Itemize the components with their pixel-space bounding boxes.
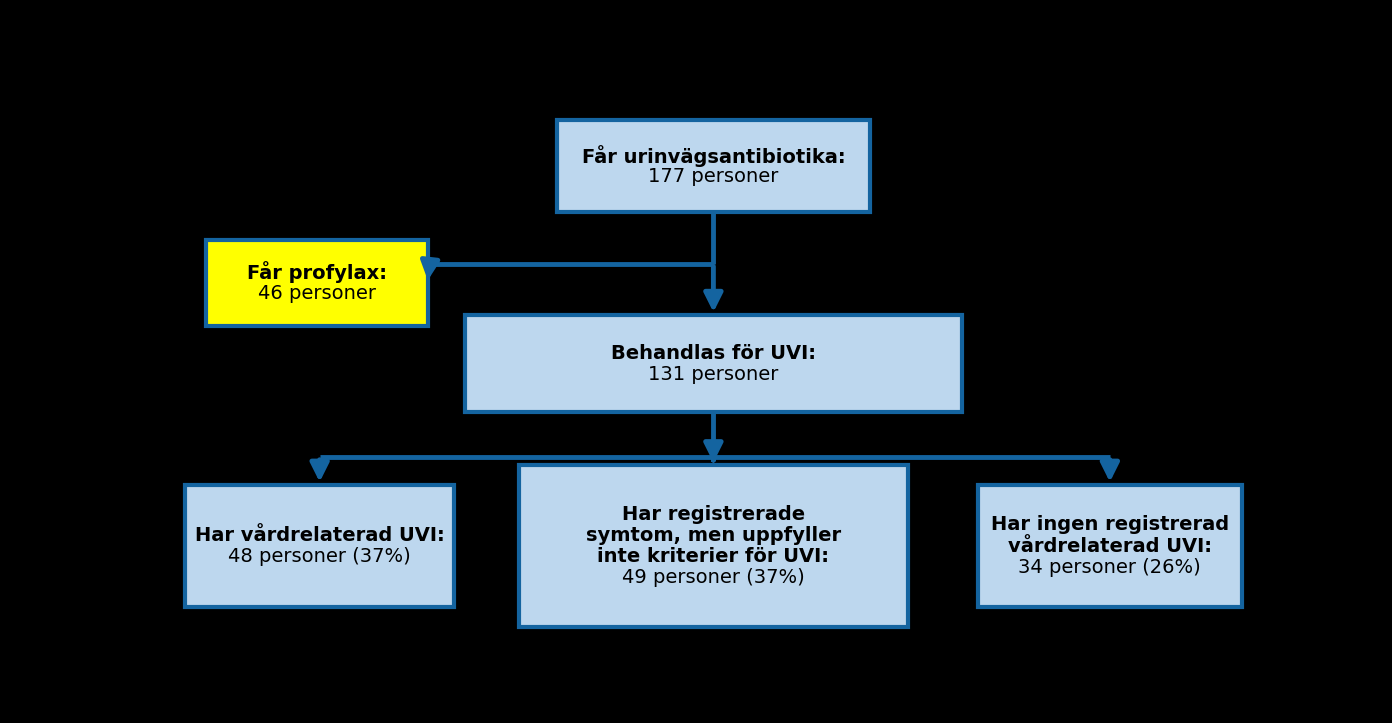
FancyBboxPatch shape [206,240,427,326]
Text: 49 personer (37%): 49 personer (37%) [622,568,805,587]
Text: Har vårdrelaterad UVI:: Har vårdrelaterad UVI: [195,526,444,545]
Text: Får profylax:: Får profylax: [246,262,387,283]
FancyBboxPatch shape [185,485,454,607]
Text: inte kriterier för UVI:: inte kriterier för UVI: [597,547,830,566]
Text: vårdrelaterad UVI:: vårdrelaterad UVI: [1008,536,1212,555]
FancyBboxPatch shape [465,315,962,412]
FancyBboxPatch shape [519,466,908,627]
Text: 46 personer: 46 personer [258,284,376,303]
Text: Får urinvägsantibiotika:: Får urinvägsantibiotika: [582,145,845,166]
Text: 177 personer: 177 personer [649,167,778,186]
Text: Behandlas för UVI:: Behandlas för UVI: [611,343,816,363]
Text: 48 personer (37%): 48 personer (37%) [228,547,411,566]
Text: symtom, men uppfyller: symtom, men uppfyller [586,526,841,545]
FancyBboxPatch shape [977,485,1242,607]
Text: Har ingen registrerad: Har ingen registrerad [991,515,1229,534]
FancyBboxPatch shape [557,120,870,212]
Text: 131 personer: 131 personer [649,365,778,384]
Text: 34 personer (26%): 34 personer (26%) [1019,557,1201,577]
Text: Har registrerade: Har registrerade [622,505,805,523]
